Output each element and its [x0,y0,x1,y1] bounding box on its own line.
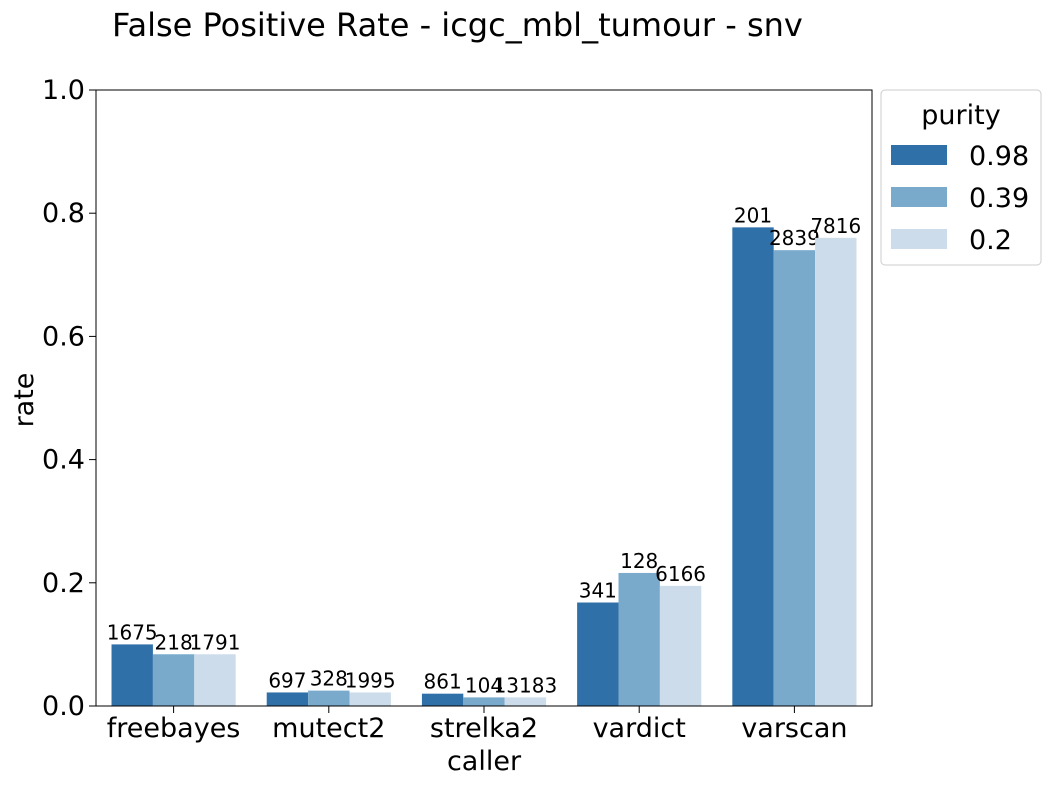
legend-label: 0.2 [969,225,1012,256]
y-tick-label: 0.2 [42,568,85,599]
bar-vardict-0.2 [659,585,702,706]
x-tick-label: strelka2 [430,713,538,744]
bar-strelka2-0.98 [421,693,464,706]
bar-data-label: 697 [268,668,306,692]
y-tick-label: 0.0 [42,691,85,722]
bar-data-label: 1995 [345,668,396,692]
bar-data-label: 1675 [107,620,158,644]
bar-vardict-0.39 [618,572,660,706]
x-tick-label: varscan [741,713,847,744]
bar-data-label: 7816 [810,214,861,238]
legend: purity 0.98 0.39 0.2 [880,89,1042,266]
legend-label: 0.98 [969,141,1029,172]
bar-freebayes-0.2 [194,654,236,706]
bar-data-label: 218 [155,630,193,654]
y-tick-label: 0.6 [42,321,85,352]
bar-data-label: 328 [310,667,348,691]
bar-strelka2-0.2 [504,697,547,706]
legend-swatch-0.39 [891,187,947,207]
bar-varscan-0.2 [815,237,857,706]
legend-label: 0.39 [969,183,1029,214]
x-tick-label: freebayes [107,713,241,744]
bar-varscan-0.98 [732,227,774,707]
bar-data-label: 1791 [190,630,241,654]
x-tick-label: mutect2 [272,713,385,744]
plot-frame [95,89,873,707]
bar-data-label: 104 [465,673,503,697]
y-tick-label: 0.8 [42,198,85,229]
bar-mutect2-0.2 [349,692,391,706]
legend-frame [880,89,1042,266]
bar-data-label: 201 [734,203,772,227]
bar-mutect2-0.98 [266,692,309,706]
x-axis-label: caller [447,746,522,777]
bar-data-label: 861 [424,670,462,694]
bar-data-label: 128 [620,549,658,573]
legend-title: purity [921,100,1000,131]
bar-data-label: 2839 [769,226,820,250]
bar-data-label: 13183 [494,673,558,697]
bar-vardict-0.98 [577,602,619,706]
bar-freebayes-0.98 [111,644,153,706]
bar-mutect2-0.39 [308,690,350,706]
bar-data-label: 341 [579,579,617,603]
legend-swatch-0.2 [891,229,947,249]
x-tick-label: vardict [593,713,686,744]
bar-varscan-0.39 [773,250,816,706]
bar-strelka2-0.39 [463,697,505,706]
legend-swatch-0.98 [891,145,947,165]
bar-data-label: 6166 [655,562,706,586]
y-tick-label: 0.4 [42,445,85,476]
y-tick-label: 1.0 [42,75,85,106]
y-axis-label: rate [9,373,40,428]
bar-freebayes-0.39 [152,654,195,706]
chart-title: False Positive Rate - icgc_mbl_tumour - … [112,6,803,44]
